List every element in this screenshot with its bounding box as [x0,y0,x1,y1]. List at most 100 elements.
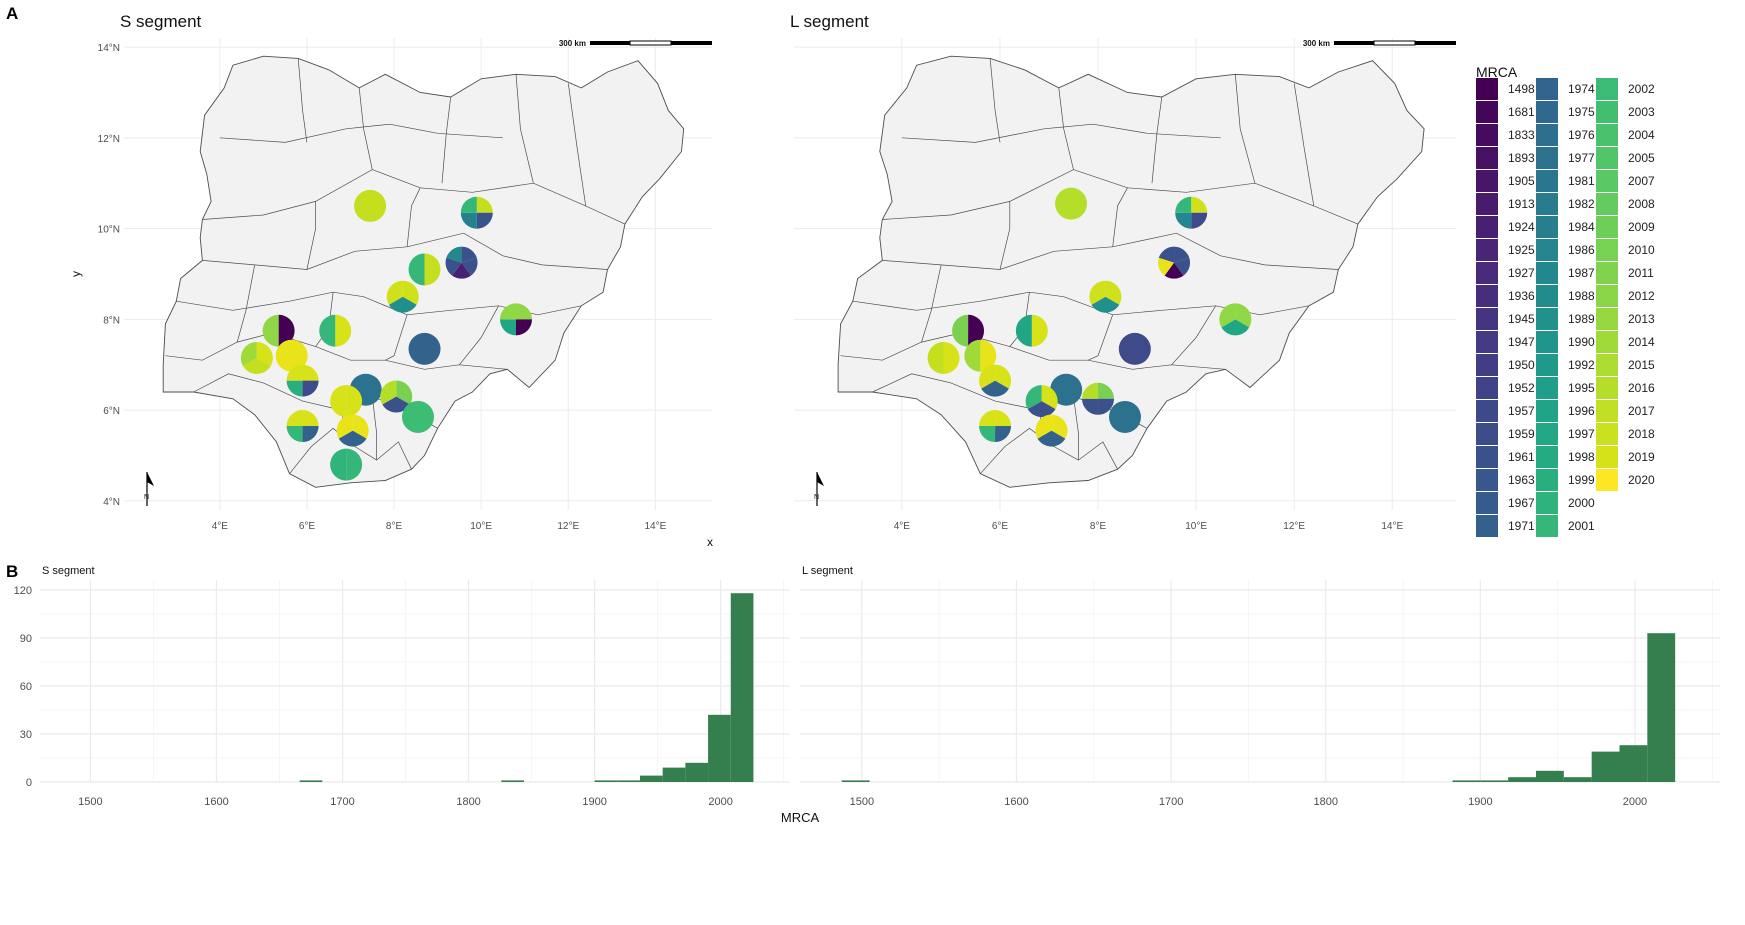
legend-item: 1976 [1536,124,1595,146]
map-x-tick-label: 10°E [1185,521,1207,532]
legend-swatch [1476,216,1498,238]
legend-item: 1952 [1476,377,1535,399]
legend-label: 1498 [1508,82,1535,96]
legend-label: 1927 [1508,266,1535,280]
location-pie [386,280,419,313]
map-x-tick-label: 4°E [894,521,911,532]
location-pie [1050,373,1083,406]
state-border [882,169,1314,220]
pie-slice [968,314,985,347]
legend-label: 2010 [1628,243,1655,257]
map-y-axis-label: y [69,271,83,277]
pie-slice [1109,400,1141,433]
pie-slice [1082,382,1099,399]
pie-slice [1158,257,1175,276]
pie-slice [386,280,403,305]
legend-swatch [1596,193,1618,215]
legend-label: 2013 [1628,312,1655,326]
pie-slice [1082,398,1099,415]
pie-slice [1164,262,1184,279]
legend-swatch [1536,285,1558,307]
pie-slice [1105,280,1122,305]
map-y-tick-label: 14°N [98,43,120,54]
state-border [840,332,1226,370]
legend-swatch [1596,354,1618,376]
legend-label: 1963 [1508,473,1535,487]
legend-item: 2000 [1536,492,1595,514]
pie-slice [402,280,419,305]
scale-bar-segment [1373,40,1416,46]
state-border [385,314,408,361]
state-border [1293,83,1359,225]
histogram-bar [1452,780,1481,782]
legend-swatch [1476,469,1498,491]
legend-label: 1961 [1508,450,1535,464]
legend-item: 1945 [1476,308,1535,330]
location-pie [286,410,319,443]
pie-slice [500,319,516,336]
legend-label: 2017 [1628,404,1655,418]
pie-slice [452,262,471,279]
location-pie [445,246,478,279]
pie-slice [402,400,434,433]
location-pie [979,364,1012,397]
pie-slice [330,448,347,481]
hist-y-tick-label: 30 [20,729,32,741]
pie-slice [286,410,303,427]
legend-item: 2020 [1596,469,1655,491]
legend-label: 1988 [1568,289,1595,303]
legend-item: 1975 [1536,101,1595,123]
legend-swatch [1476,515,1498,537]
legend-item: 1981 [1536,170,1595,192]
location-pie [408,332,441,365]
legend-item: 2004 [1596,124,1655,146]
legend-label: 1998 [1568,450,1595,464]
legend-item: 1977 [1536,147,1595,169]
legend-swatch [1536,400,1558,422]
pie-slice [1015,314,1032,347]
map-x-tick-label: 14°E [644,521,666,532]
legend-swatch [1476,262,1498,284]
pie-slice [516,303,532,320]
legend-label: 1950 [1508,358,1535,372]
legend-item: 1959 [1476,423,1535,445]
pie-slice [516,319,532,336]
pie-slice [1035,414,1052,439]
pie-slice [352,414,369,439]
hist-y-tick-label: 0 [26,777,32,789]
state-border [236,264,256,343]
hist-x-tick-label: 1900 [1468,796,1492,808]
pie-slice [1174,246,1190,263]
histogram-l-segment: 1500 1600 1700 1800 1900 2000 L segment [800,565,1720,808]
location-pie [964,339,997,372]
pie-slice [286,364,303,381]
pie-slice [1089,280,1106,305]
location-pie [330,448,363,481]
map-x-tick-label: 6°E [992,521,1009,532]
histogram-s-segment: 0 30 60 90 120 1500 1600 1700 1800 1900 2000 S segm… [14,565,790,808]
legend-label: 1924 [1508,220,1535,234]
location-pie [319,314,352,347]
legend-label: 2018 [1628,427,1655,441]
legend-item: 2007 [1596,170,1655,192]
map-x-tick-label: 12°E [1283,521,1305,532]
histogram-bar [501,780,525,782]
legend-swatch [1596,469,1618,491]
pie-slice [1219,303,1236,328]
pie-slice [1051,414,1068,439]
map-l-segment: 4°E 6°E 8°E 10°E 12°E 14°E L segment 300 km N [790,12,1456,532]
pie-slice [338,430,367,447]
legend-swatch [1476,423,1498,445]
legend-label: 1997 [1568,427,1595,441]
pie-slice [424,253,441,286]
legend-swatch [1536,78,1558,100]
map-y-tick-label: 4°N [103,497,120,508]
legend-swatch [1476,101,1498,123]
legend-swatch [1536,124,1558,146]
legend-swatch [1476,170,1498,192]
legend-swatch [1596,377,1618,399]
location-pie [286,364,319,397]
hist-y-tick-label: 90 [20,633,32,645]
pie-slice [979,426,996,443]
